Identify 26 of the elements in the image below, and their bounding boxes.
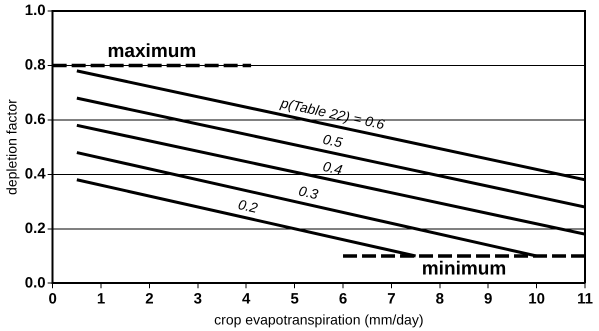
x-tick-label: 5 <box>290 290 299 308</box>
x-tick-label: 10 <box>528 290 545 308</box>
x-tick-label: 4 <box>242 290 252 308</box>
series-label: maximum <box>108 41 196 62</box>
x-tick-label: 6 <box>338 290 348 308</box>
x-tick-label: 8 <box>436 290 444 308</box>
x-tick-label: 2 <box>145 290 154 308</box>
x-tick-label: 9 <box>484 290 492 308</box>
text: 0.5 <box>321 130 344 151</box>
text: 0.2 <box>236 196 260 216</box>
y-tick-label: 0.0 <box>24 274 46 292</box>
y-tick-label: 0.8 <box>24 56 46 74</box>
x-tick-label: 1 <box>96 290 106 308</box>
x-tick-label: 7 <box>387 290 396 308</box>
y-tick-label: 1.0 <box>24 2 46 20</box>
x-tick-label: 11 <box>577 290 593 308</box>
series-label: minimum <box>422 258 506 280</box>
y-axis-title: depletion factor <box>3 98 20 195</box>
text: 0.3 <box>297 182 320 202</box>
x-tick-label: 0 <box>48 290 57 308</box>
x-tick-label: 3 <box>194 290 202 308</box>
y-tick-label: 0.4 <box>24 165 46 182</box>
x-axis-title: crop evapotranspiration (mm/day) <box>214 311 424 328</box>
text: 0.4 <box>321 158 344 178</box>
y-tick-label: 0.6 <box>24 111 46 128</box>
y-tick-label: 0.2 <box>24 220 46 237</box>
